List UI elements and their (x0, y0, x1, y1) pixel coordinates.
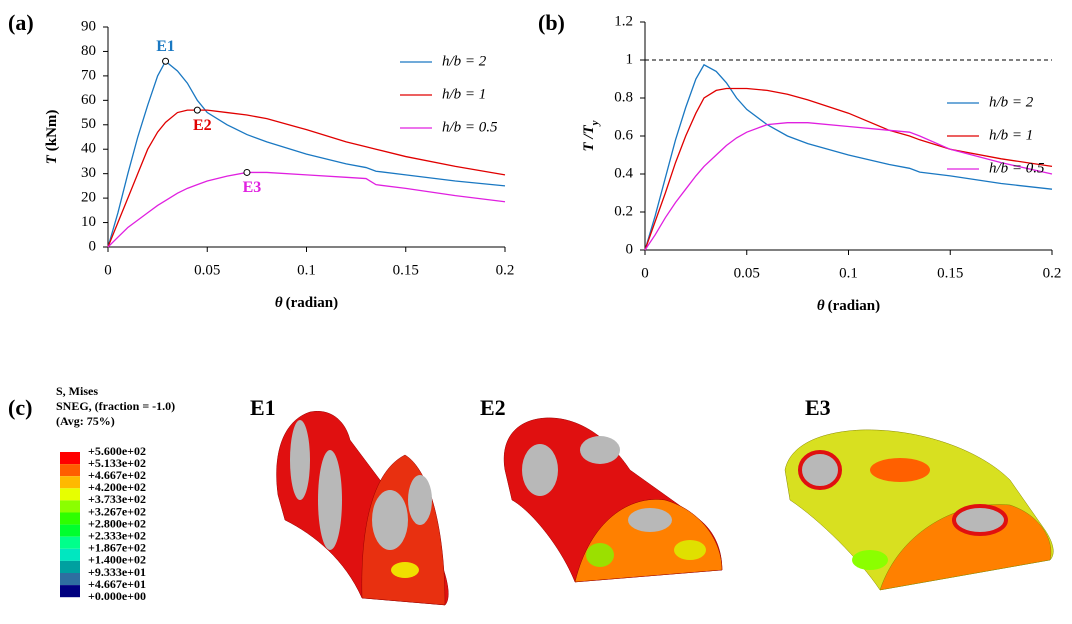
x-tick-label: 0.15 (393, 262, 419, 278)
legend-label: h/b = 0.5 (442, 119, 498, 135)
y-tick-label: 60 (81, 92, 96, 108)
legend-label: h/b = 2 (442, 53, 487, 69)
y-axis-label: T /Ty (581, 120, 600, 151)
y-axis-label: T (kNm) (44, 110, 60, 165)
contour-swatch (60, 525, 80, 537)
x-tick-label: 0 (104, 262, 112, 278)
contour-swatch (60, 476, 80, 488)
x-tick-label: 0.2 (1043, 265, 1062, 281)
annotation-label: E2 (193, 117, 212, 134)
contour-swatch (60, 537, 80, 549)
panel-label: (a) (8, 10, 34, 35)
state-label: E2 (480, 395, 506, 420)
contour-swatch (60, 500, 80, 512)
y-tick-label: 30 (81, 165, 96, 181)
annotation-marker (194, 107, 200, 113)
y-tick-label: 0.8 (614, 89, 633, 105)
panel-label: (b) (538, 10, 565, 35)
y-tick-label: 50 (81, 116, 96, 132)
y-label-symbol: T /T (581, 124, 597, 151)
y-tick-label: 70 (81, 67, 96, 83)
y-tick-label: 0.4 (614, 165, 633, 181)
state-label: E3 (805, 395, 831, 420)
x-tick-label: 0.05 (194, 262, 220, 278)
legend-label: h/b = 1 (442, 86, 486, 102)
x-label-unit: (radian) (828, 298, 881, 314)
annotation-marker (244, 169, 250, 175)
contour-title: SNEG, (fraction = -1.0) (56, 399, 175, 413)
contour-swatch (60, 561, 80, 573)
contour-swatch (60, 452, 80, 464)
y-tick-label: 10 (81, 214, 96, 230)
x-tick-label: 0 (641, 265, 649, 281)
x-label-unit: (radian) (286, 295, 339, 311)
y-tick-label: 90 (81, 18, 96, 34)
x-tick-label: 0.05 (734, 265, 760, 281)
y-tick-label: 1.2 (614, 13, 633, 29)
x-axis-label: θ(radian) (275, 295, 338, 311)
annotation-label: E1 (156, 38, 175, 55)
y-tick-label: 20 (81, 190, 96, 206)
legend-label: h/b = 1 (989, 127, 1033, 143)
x-tick-label: 0.15 (937, 265, 963, 281)
contour-swatch (60, 464, 80, 476)
series-line (108, 172, 505, 247)
contour-title: S, Mises (56, 384, 98, 398)
y-label-symbol: T (44, 154, 60, 164)
legend-label: h/b = 0.5 (989, 160, 1045, 176)
x-label-symbol: θ (275, 295, 283, 311)
model-e2 (504, 418, 722, 582)
model-e3 (785, 430, 1053, 590)
contour-swatch (60, 488, 80, 500)
y-tick-label: 0 (89, 238, 97, 254)
contour-swatch (60, 585, 80, 597)
annotation-marker (163, 58, 169, 64)
legend-label: h/b = 2 (989, 94, 1034, 110)
y-tick-label: 1 (626, 51, 634, 67)
annotation-label: E3 (243, 179, 262, 196)
y-tick-label: 0.2 (614, 203, 633, 219)
x-label-symbol: θ (817, 298, 825, 314)
contour-swatch (60, 573, 80, 585)
x-axis-label: θ(radian) (817, 298, 880, 314)
contour-level: +0.000e+00 (88, 589, 146, 603)
x-tick-label: 0.1 (297, 262, 316, 278)
contour-swatch (60, 513, 80, 525)
figure: (a)010203040506070809000.050.10.150.2θ(r… (0, 0, 1072, 619)
x-tick-label: 0.1 (839, 265, 858, 281)
y-tick-label: 80 (81, 43, 96, 59)
model-e1 (277, 411, 449, 605)
y-tick-label: 40 (81, 141, 96, 157)
y-tick-label: 0.6 (614, 127, 633, 143)
contour-swatch (60, 549, 80, 561)
x-tick-label: 0.2 (496, 262, 515, 278)
contour-title: (Avg: 75%) (56, 414, 115, 428)
state-label: E1 (250, 395, 276, 420)
y-label-unit: (kNm) (44, 110, 60, 152)
y-tick-label: 0 (626, 241, 634, 257)
panel-label: (c) (8, 395, 32, 420)
y-label-subscript: y (589, 120, 601, 127)
